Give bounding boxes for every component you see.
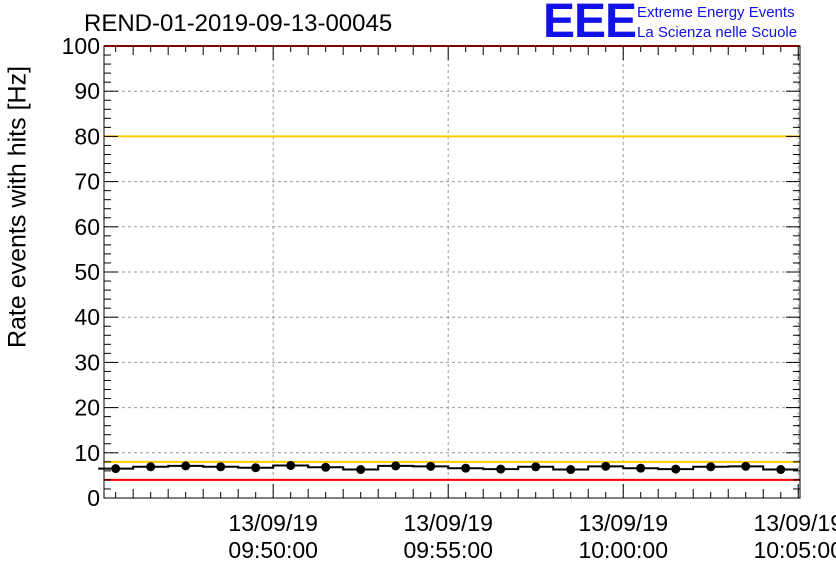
x-tick-date: 13/09/19	[753, 510, 836, 536]
data-point	[601, 461, 611, 471]
x-tick-date: 13/09/19	[578, 510, 668, 536]
data-point	[286, 460, 296, 470]
x-tick-date: 13/09/19	[403, 510, 493, 536]
run-title: REND-01-2019-09-13-00045	[84, 10, 393, 37]
x-tick-time: 10:05:00	[753, 537, 836, 563]
x-tick-time: 09:50:00	[228, 537, 318, 563]
y-axis-label: Rate events with hits [Hz]	[3, 65, 32, 349]
reference-lines	[104, 45, 800, 481]
data-point	[111, 464, 121, 474]
data-series	[98, 460, 799, 475]
data-point	[636, 463, 646, 473]
data-point	[426, 461, 436, 471]
data-point	[776, 465, 786, 475]
y-tick-label: 50	[74, 259, 100, 285]
data-point	[741, 461, 751, 471]
x-tick-date: 13/09/19	[228, 510, 318, 536]
y-tick-label: 40	[74, 304, 100, 330]
data-point	[531, 462, 541, 472]
data-point	[251, 463, 261, 473]
y-axis: 0 10 20 30 40 50 60 70 80 90 100	[62, 33, 800, 511]
logo-tagline-1: Extreme Energy Events	[637, 4, 795, 21]
y-tick-label: 70	[74, 169, 100, 195]
eee-logo: EEE Extreme Energy Events La Scienza nel…	[543, 0, 833, 48]
data-point	[356, 465, 366, 475]
data-point	[146, 462, 156, 472]
x-tick-time: 09:55:00	[403, 537, 493, 563]
logo-tagline-2: La Scienza nelle Scuole	[637, 24, 798, 41]
data-point	[321, 462, 331, 472]
data-point	[461, 463, 471, 473]
y-tick-label: 0	[87, 485, 100, 511]
data-point	[496, 464, 506, 474]
x-axis: 13/09/1909:50:0013/09/1909:55:0013/09/19…	[115, 46, 836, 563]
y-tick-label: 10	[74, 440, 100, 466]
x-tick-time: 10:00:00	[578, 537, 668, 563]
y-tick-label: 100	[62, 33, 100, 59]
y-tick-label: 20	[74, 395, 100, 421]
data-point	[181, 461, 191, 471]
data-point	[566, 465, 576, 475]
y-tick-label: 60	[74, 214, 100, 240]
y-tick-label: 90	[74, 78, 100, 104]
logo-mark: EEE	[543, 0, 637, 48]
series-line	[98, 464, 799, 471]
grid-lines	[104, 46, 800, 498]
data-point	[216, 462, 226, 472]
data-point	[671, 464, 681, 474]
data-point	[706, 462, 716, 472]
y-tick-label: 80	[74, 123, 100, 149]
y-tick-label: 30	[74, 349, 100, 375]
data-point	[391, 461, 401, 471]
